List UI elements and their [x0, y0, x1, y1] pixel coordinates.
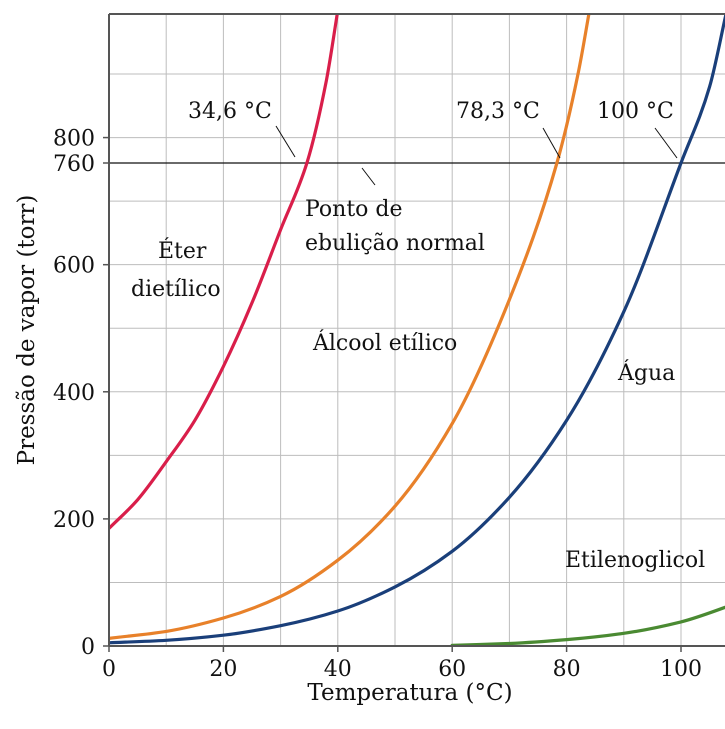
y-tick-label: 400: [53, 381, 95, 406]
series-line-agua: [109, 14, 725, 645]
boiling-point-leader-agua: [654, 127, 678, 159]
y-tick-label: 0: [81, 635, 95, 660]
x-axis-title: Temperatura (°C): [307, 680, 512, 706]
annotations: Ponto de ebulição normal Éter dietílico Álco…: [131, 99, 705, 573]
series-line-alcool-etilico: [109, 14, 591, 640]
normal-boiling-point-leader: [361, 167, 376, 186]
series-group: [109, 14, 725, 646]
boiling-point-label-alcool-etilico: 78,3 °C: [456, 99, 540, 124]
normal-boiling-point-label: ebulição normal: [305, 231, 485, 256]
x-tick-label: 40: [324, 657, 352, 682]
series-label-etilenoglicol: Etilenoglicol: [565, 548, 705, 573]
series-label-eter-dietilico: Éter: [158, 237, 207, 264]
y-tick-label: 200: [53, 508, 95, 533]
y-axis-title: Pressão de vapor (torr): [14, 195, 40, 466]
x-tick-label: 0: [102, 657, 116, 682]
y-tick-label: 760: [53, 152, 95, 177]
x-tick-label: 100: [660, 657, 702, 682]
series-label-agua: Água: [617, 359, 675, 386]
y-tick-label: 800: [53, 127, 95, 152]
series-label-alcool-etilico: Álcool etílico: [312, 329, 457, 356]
x-tick-label: 20: [209, 657, 237, 682]
boiling-point-leader-alcool-etilico: [542, 127, 561, 159]
normal-boiling-point-label: Ponto de: [305, 197, 403, 222]
x-tick-label: 60: [438, 657, 466, 682]
x-tick-label: 80: [553, 657, 581, 682]
series-line-eter-dietilico: [109, 14, 339, 530]
boiling-point-label-eter-dietilico: 34,6 °C: [188, 99, 272, 124]
boiling-point-leader-eter-dietilico: [275, 125, 296, 158]
series-label-eter-dietilico: dietílico: [131, 277, 221, 302]
boiling-point-label-agua: 100 °C: [597, 99, 674, 124]
y-tick-label: 600: [53, 254, 95, 279]
reference-line-group: [109, 162, 725, 186]
series-line-etilenoglicol: [450, 605, 725, 646]
grid: [109, 14, 725, 646]
